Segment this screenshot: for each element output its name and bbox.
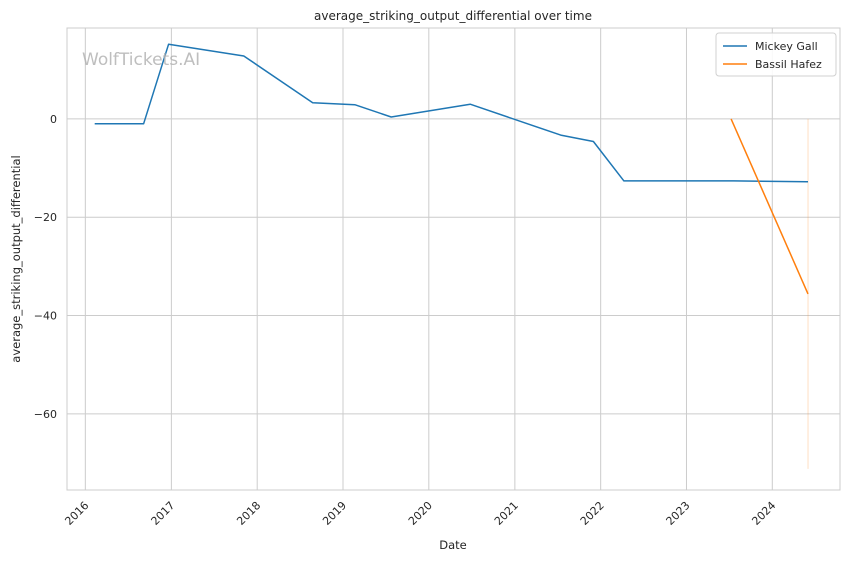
plot-frame <box>66 27 841 491</box>
chart-title: average_striking_output_differential ove… <box>314 9 592 23</box>
x-axis-title: Date <box>439 538 467 552</box>
legend: Mickey Gall Bassil Hafez <box>715 32 837 77</box>
legend-label: Mickey Gall <box>755 40 818 53</box>
legend-box <box>715 32 837 77</box>
legend-label: Bassil Hafez <box>755 58 822 71</box>
series <box>94 43 809 295</box>
watermark: WolfTickets.AI <box>82 50 200 70</box>
y-tick-label: −40 <box>34 310 57 323</box>
y-tick-label: −60 <box>34 408 57 421</box>
y-tick-label: −20 <box>34 211 57 224</box>
y-tick-label: 0 <box>50 113 57 126</box>
y-tick-labels: 0 −20 −40 −60 <box>34 113 57 421</box>
series-line <box>94 43 809 183</box>
y-axis-title: average_striking_output_differential <box>9 155 23 362</box>
grid <box>67 28 840 490</box>
series-line <box>730 118 809 295</box>
